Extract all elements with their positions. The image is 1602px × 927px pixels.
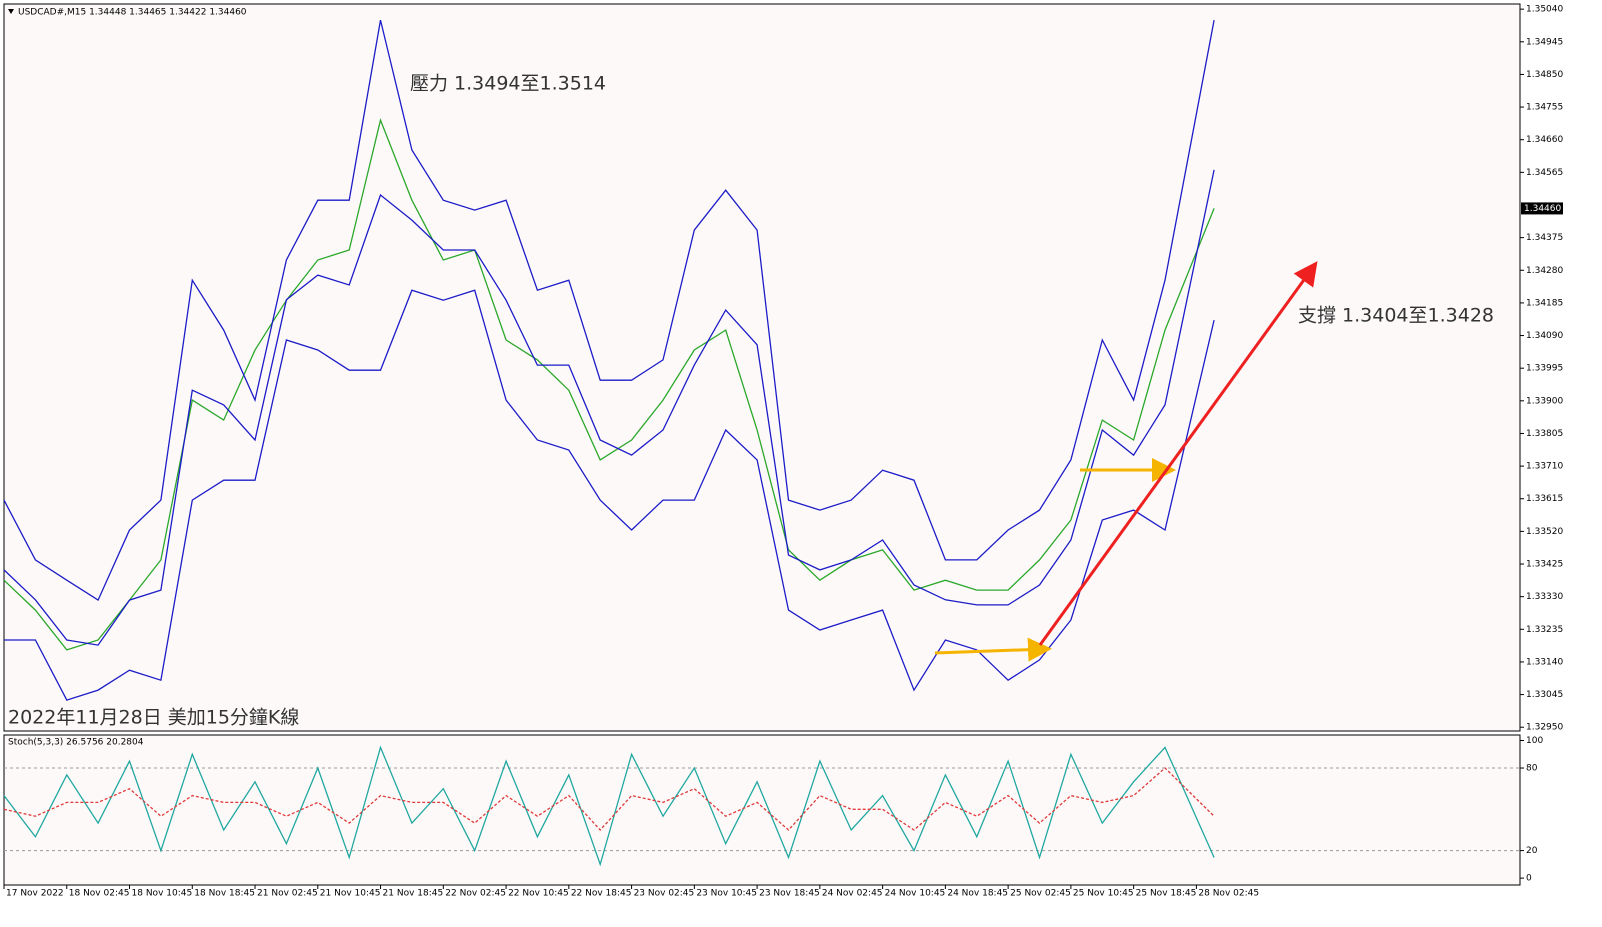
x-tick-label: 21 Nov 18:45 (383, 889, 444, 899)
y-tick-label: 100 (1526, 736, 1543, 746)
series-line (3, 117, 1215, 651)
series-line (4, 289, 1215, 701)
x-tick-label: 18 Nov 18:45 (194, 889, 255, 899)
x-tick-label: 23 Nov 18:45 (759, 889, 820, 899)
y-tick-label: 1.34565 (1526, 168, 1563, 178)
y-tick-label: 1.34375 (1526, 233, 1563, 243)
y-tick-label: 20 (1526, 846, 1538, 856)
x-tick-label: 24 Nov 02:45 (822, 889, 883, 899)
caption: 2022年11月28日 美加15分鐘K線 (8, 707, 299, 729)
stoch-header: Stoch(5,3,3) 26.5756 20.2804 (8, 738, 144, 748)
y-tick-label: 1.33995 (1526, 364, 1563, 374)
x-tick-label: 22 Nov 10:45 (508, 889, 569, 899)
series-line (3, 767, 1215, 831)
symbol-header: USDCAD#,M15 1.34448 1.34465 1.34422 1.34… (18, 8, 247, 18)
x-tick-label: 22 Nov 02:45 (445, 889, 506, 899)
last-price-box (1521, 202, 1563, 215)
x-tick-label: 25 Nov 10:45 (1073, 889, 1134, 899)
y-tick-label: 1.34090 (1526, 331, 1563, 341)
y-tick-label: 1.34185 (1526, 298, 1563, 308)
support-note: 支撐 1.3404至1.3428 (1298, 305, 1494, 327)
y-tick-label: 1.32950 (1526, 723, 1563, 733)
arrow (1038, 261, 1318, 646)
series-line (3, 19, 1215, 602)
y-tick-label: 1.34945 (1526, 37, 1563, 47)
y-tick-label: 1.33330 (1526, 592, 1563, 602)
y-tick-label: 1.33900 (1526, 396, 1563, 406)
x-tick-label: 21 Nov 02:45 (257, 889, 318, 899)
resistance-note: 壓力 1.3494至1.3514 (410, 73, 606, 95)
y-tick-label: 1.34850 (1526, 70, 1563, 80)
y-tick-label: 1.34280 (1526, 266, 1563, 276)
x-tick-label: 23 Nov 10:45 (696, 889, 757, 899)
x-tick-label: 24 Nov 18:45 (947, 889, 1008, 899)
x-tick-label: 21 Nov 10:45 (320, 889, 381, 899)
y-tick-label: 1.33615 (1526, 494, 1563, 504)
last-price-label: 1.34460 (1524, 204, 1561, 214)
y-tick-label: 1.33520 (1526, 527, 1563, 537)
y-tick-label: 0 (1526, 874, 1532, 884)
stoch-panel (3, 734, 1521, 886)
x-tick-label: 28 Nov 02:45 (1198, 889, 1259, 899)
y-tick-label: 1.35040 (1526, 5, 1563, 15)
y-tick-label: 1.34660 (1526, 135, 1563, 145)
y-tick-label: 1.33425 (1526, 560, 1563, 570)
menu-arrow[interactable] (8, 9, 14, 14)
y-tick-label: 1.33045 (1526, 690, 1563, 700)
y-tick-label: 1.33235 (1526, 625, 1563, 635)
y-tick-label: 1.33140 (1526, 657, 1563, 667)
price-panel (3, 3, 1521, 732)
arrow (934, 637, 1052, 662)
y-tick-label: 1.33710 (1526, 462, 1563, 472)
x-tick-label: 22 Nov 18:45 (571, 889, 632, 899)
y-tick-label: 1.33805 (1526, 429, 1563, 439)
x-tick-label: 23 Nov 02:45 (634, 889, 695, 899)
series-line (3, 745, 1215, 867)
x-tick-label: 18 Nov 02:45 (69, 889, 130, 899)
x-tick-label: 24 Nov 10:45 (885, 889, 946, 899)
y-tick-label: 80 (1526, 764, 1538, 774)
x-tick-label: 25 Nov 18:45 (1136, 889, 1197, 899)
y-tick-label: 1.34755 (1526, 103, 1563, 113)
series-line (3, 169, 1215, 646)
x-tick-label: 25 Nov 02:45 (1010, 889, 1071, 899)
x-tick-label: 17 Nov 2022 (6, 889, 64, 899)
x-tick-label: 18 Nov 10:45 (132, 889, 193, 899)
